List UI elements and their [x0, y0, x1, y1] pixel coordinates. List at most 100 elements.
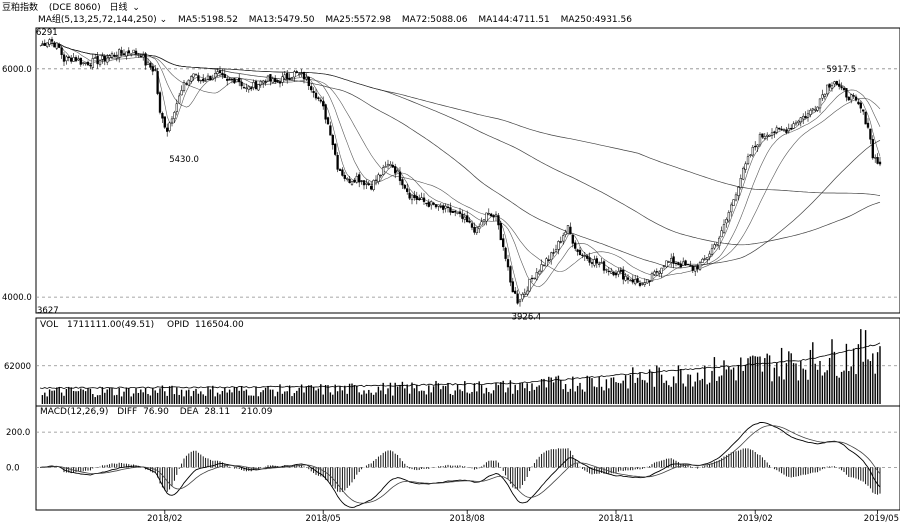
open-interest-line	[39, 342, 881, 390]
volume-bar	[754, 356, 756, 404]
candle-body	[677, 262, 680, 266]
volume-bar	[744, 364, 747, 404]
candle-body	[377, 174, 380, 182]
volume-bar	[730, 369, 732, 404]
candle-body	[161, 113, 164, 119]
candle-body	[185, 83, 188, 85]
volume-bar	[394, 382, 396, 404]
candle-body	[854, 96, 858, 101]
candle-body	[770, 132, 774, 136]
candle-body	[559, 241, 562, 243]
volume-bar	[742, 370, 744, 404]
candle-body	[175, 103, 178, 112]
volume-bar	[156, 392, 159, 404]
chevron-down-icon[interactable]: ⌄	[160, 15, 168, 25]
volume-bar	[444, 386, 447, 404]
candle-body	[293, 71, 296, 78]
volume-bar	[651, 372, 653, 404]
candle-body	[562, 235, 565, 242]
candle-body	[108, 55, 111, 58]
volume-bar	[435, 380, 437, 404]
candle-body	[310, 86, 313, 91]
volume-bar	[526, 383, 528, 404]
volume-bar	[236, 387, 238, 404]
volume-bar	[231, 392, 233, 404]
candle-body	[874, 157, 877, 159]
candle-body	[427, 202, 430, 207]
moving-average-lines	[39, 42, 881, 298]
candlestick-series	[41, 36, 882, 307]
candle-body	[461, 213, 464, 219]
opid-label: OPID	[167, 320, 189, 330]
candle-body	[744, 163, 747, 170]
candle-body	[77, 58, 80, 61]
volume-bar	[567, 391, 569, 404]
candle-body	[773, 131, 776, 134]
volume-bar	[644, 380, 646, 404]
candle-body	[821, 94, 824, 99]
candle-body	[194, 73, 198, 76]
volume-bar	[413, 388, 416, 404]
candle-body	[206, 75, 210, 80]
volume-bar	[660, 374, 663, 404]
candle-body	[732, 199, 735, 206]
candle-body	[132, 49, 135, 54]
contract-name: 豆粕指数	[2, 1, 38, 13]
candle-body	[794, 122, 798, 125]
volume-bar	[128, 388, 130, 404]
candle-body	[535, 272, 538, 280]
candle-body	[638, 282, 642, 286]
macd-lines	[39, 421, 881, 508]
volume-bar	[490, 393, 492, 404]
volume-bar	[60, 392, 63, 404]
volume-bar	[416, 384, 418, 404]
x-tick-label: 2018/08	[450, 514, 485, 524]
volume-bar	[423, 390, 425, 404]
candle-body	[667, 261, 670, 263]
chevron-down-icon[interactable]: ⌄	[132, 3, 140, 13]
candle-body	[470, 223, 474, 228]
volume-bar	[713, 357, 716, 404]
candle-body	[199, 79, 202, 82]
volume-bar	[56, 387, 58, 404]
volume-bar	[816, 369, 819, 404]
candle-body	[511, 281, 514, 293]
volume-bar	[418, 391, 420, 404]
volume-bar	[406, 384, 408, 404]
candle-body	[396, 170, 399, 173]
volume-bar	[149, 395, 152, 404]
candle-body	[386, 163, 390, 167]
ma-group[interactable]: MA组(5,13,25,72,144,250)	[38, 13, 157, 25]
volume-bar	[221, 390, 224, 404]
volume-bar	[550, 377, 552, 404]
ma-header: MA组(5,13,25,72,144,250) ⌄ MA5:5198.52 MA…	[38, 13, 632, 25]
candle-body	[852, 95, 855, 97]
candle-body	[110, 53, 114, 58]
volume-bar	[468, 393, 471, 404]
candle-body	[228, 78, 231, 81]
chart-period[interactable]: 日线	[109, 1, 127, 13]
candle-body	[233, 78, 236, 84]
candle-body	[542, 264, 546, 267]
volume-bar	[574, 391, 576, 404]
volume-bar	[624, 375, 627, 404]
candle-body	[636, 278, 639, 283]
volume-bar	[336, 391, 339, 404]
volume-bar	[663, 382, 665, 404]
candle-body	[326, 117, 330, 125]
volume-bar	[588, 377, 591, 404]
candle-body	[590, 262, 594, 264]
candle-body	[58, 44, 61, 48]
candle-body	[686, 263, 690, 266]
volume-bar	[720, 375, 723, 404]
volume-bar	[195, 388, 197, 404]
volume-bar	[329, 392, 332, 404]
candle-body	[626, 277, 630, 280]
x-tick-label: 2018/05	[306, 514, 341, 524]
volume-bar	[137, 392, 140, 404]
candle-body	[550, 252, 553, 261]
candle-body	[838, 83, 841, 87]
volume-bar	[514, 384, 516, 404]
volume-bar	[286, 391, 288, 404]
